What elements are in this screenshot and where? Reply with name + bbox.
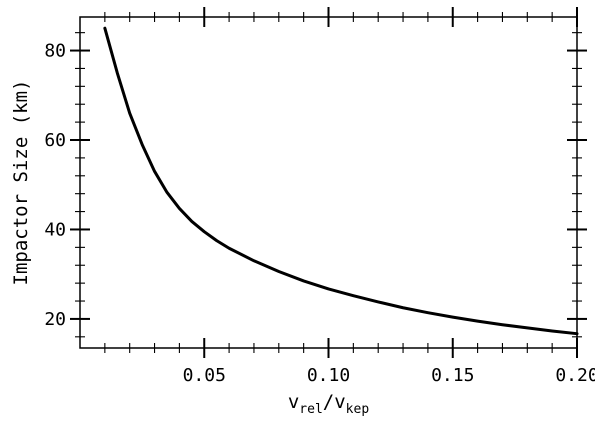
x-axis-label-sub-kep: kep <box>346 402 370 417</box>
tick-labels: 0.05 0.10 0.15 0.20 20 40 60 80 <box>44 41 595 386</box>
plot-frame <box>79 16 578 349</box>
x-tick-label: 0.20 <box>555 365 595 386</box>
plot-series <box>103 26 579 336</box>
y-tick-label: 40 <box>44 219 66 240</box>
x-tick-label: 0.10 <box>307 365 350 386</box>
x-axis-label-v1: v <box>288 391 299 413</box>
y-tick-label: 20 <box>44 309 66 330</box>
y-tick-label: 60 <box>44 130 66 151</box>
minor-ticks <box>75 12 582 353</box>
y-axis-label: Impactor Size (km) <box>10 80 32 286</box>
x-tick-label: 0.15 <box>431 365 474 386</box>
x-axis-label-sub-rel: rel <box>299 402 322 417</box>
x-axis-label-sep: /v <box>323 391 346 413</box>
y-tick-label: 80 <box>44 41 66 62</box>
x-axis-label: vrel/vkep <box>288 391 369 417</box>
x-tick-label: 0.05 <box>183 365 226 386</box>
major-ticks <box>70 7 587 358</box>
series-line <box>103 26 579 336</box>
